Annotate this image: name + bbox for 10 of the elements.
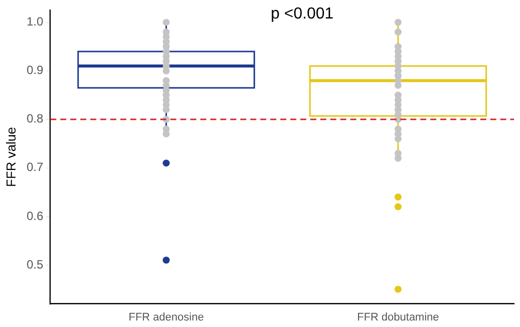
y-tick-label: 0.6: [26, 208, 44, 223]
y-tick-label: 0.8: [26, 112, 44, 126]
annotation: p <0.001: [270, 5, 334, 22]
y-tick-label: 0.9: [26, 63, 44, 78]
y-axis-title: FFR value: [3, 127, 18, 187]
x-tick-label: FFR dobutamine: [357, 311, 440, 324]
y-tick-label: 0.5: [26, 257, 44, 272]
y-tick-label: 1.0: [26, 14, 44, 29]
x-tick-label: FFR adenosine: [128, 311, 204, 324]
y-tick-label: 0.7: [26, 160, 44, 174]
